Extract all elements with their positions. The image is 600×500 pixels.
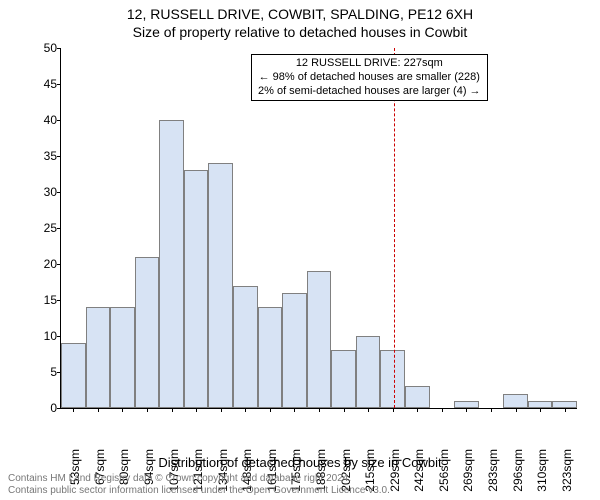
footer-attribution: Contains HM Land Registry data © Crown c… bbox=[8, 473, 390, 496]
x-tick-mark bbox=[98, 408, 99, 412]
annotation-box: 12 RUSSELL DRIVE: 227sqm← 98% of detache… bbox=[251, 54, 488, 101]
x-tick-mark bbox=[344, 408, 345, 412]
x-tick-mark bbox=[245, 408, 246, 412]
y-tick-mark bbox=[57, 120, 61, 121]
x-axis-label: Distribution of detached houses by size … bbox=[0, 455, 600, 470]
histogram-bar bbox=[135, 257, 160, 408]
histogram-bar bbox=[454, 401, 479, 408]
x-tick-mark bbox=[147, 408, 148, 412]
x-tick-mark bbox=[172, 408, 173, 412]
y-tick-label: 5 bbox=[27, 365, 57, 379]
footer-line-2: Contains public sector information licen… bbox=[8, 485, 390, 497]
histogram-bar bbox=[282, 293, 307, 408]
histogram-bar bbox=[552, 401, 577, 408]
y-tick-label: 30 bbox=[27, 185, 57, 199]
y-tick-label: 25 bbox=[27, 221, 57, 235]
x-tick-mark bbox=[221, 408, 222, 412]
y-tick-mark bbox=[57, 336, 61, 337]
histogram-bar bbox=[307, 271, 332, 408]
y-tick-label: 0 bbox=[27, 401, 57, 415]
histogram-bar bbox=[503, 394, 528, 408]
x-tick-mark bbox=[466, 408, 467, 412]
x-tick-mark bbox=[540, 408, 541, 412]
x-tick-mark bbox=[442, 408, 443, 412]
x-tick-mark bbox=[122, 408, 123, 412]
annotation-line: ← 98% of detached houses are smaller (22… bbox=[258, 71, 481, 85]
y-tick-mark bbox=[57, 156, 61, 157]
y-tick-label: 50 bbox=[27, 41, 57, 55]
annotation-line: 2% of semi-detached houses are larger (4… bbox=[258, 85, 481, 99]
histogram-bar bbox=[356, 336, 381, 408]
chart-container: 12, RUSSELL DRIVE, COWBIT, SPALDING, PE1… bbox=[0, 0, 600, 500]
annotation-line: 12 RUSSELL DRIVE: 227sqm bbox=[258, 57, 481, 71]
x-tick-mark bbox=[294, 408, 295, 412]
y-tick-mark bbox=[57, 408, 61, 409]
plot-area: 0510152025303540455053sqm67sqm80sqm94sqm… bbox=[60, 48, 577, 409]
y-tick-mark bbox=[57, 84, 61, 85]
y-tick-label: 35 bbox=[27, 149, 57, 163]
y-tick-label: 15 bbox=[27, 293, 57, 307]
x-tick-mark bbox=[270, 408, 271, 412]
x-tick-mark bbox=[368, 408, 369, 412]
histogram-bar bbox=[110, 307, 135, 408]
histogram-bar bbox=[208, 163, 233, 408]
y-tick-label: 20 bbox=[27, 257, 57, 271]
histogram-bar bbox=[184, 170, 209, 408]
y-tick-mark bbox=[57, 192, 61, 193]
x-tick-mark bbox=[73, 408, 74, 412]
histogram-bar bbox=[405, 386, 430, 408]
reference-line bbox=[394, 48, 395, 408]
y-tick-label: 45 bbox=[27, 77, 57, 91]
y-tick-mark bbox=[57, 48, 61, 49]
title-line-1: 12, RUSSELL DRIVE, COWBIT, SPALDING, PE1… bbox=[0, 6, 600, 22]
x-tick-mark bbox=[393, 408, 394, 412]
x-tick-mark bbox=[196, 408, 197, 412]
histogram-bar bbox=[233, 286, 258, 408]
y-tick-mark bbox=[57, 300, 61, 301]
y-tick-mark bbox=[57, 264, 61, 265]
histogram-bar bbox=[528, 401, 553, 408]
histogram-bar bbox=[380, 350, 405, 408]
footer-line-1: Contains HM Land Registry data © Crown c… bbox=[8, 473, 390, 485]
x-tick-mark bbox=[319, 408, 320, 412]
x-tick-mark bbox=[516, 408, 517, 412]
plot-region: 0510152025303540455053sqm67sqm80sqm94sqm… bbox=[60, 48, 576, 408]
y-tick-label: 10 bbox=[27, 329, 57, 343]
histogram-bar bbox=[331, 350, 356, 408]
histogram-bar bbox=[61, 343, 86, 408]
histogram-bar bbox=[159, 120, 184, 408]
y-tick-mark bbox=[57, 228, 61, 229]
x-tick-mark bbox=[565, 408, 566, 412]
histogram-bar bbox=[258, 307, 283, 408]
y-tick-label: 40 bbox=[27, 113, 57, 127]
x-tick-mark bbox=[491, 408, 492, 412]
x-tick-mark bbox=[417, 408, 418, 412]
title-line-2: Size of property relative to detached ho… bbox=[0, 24, 600, 40]
histogram-bar bbox=[86, 307, 111, 408]
